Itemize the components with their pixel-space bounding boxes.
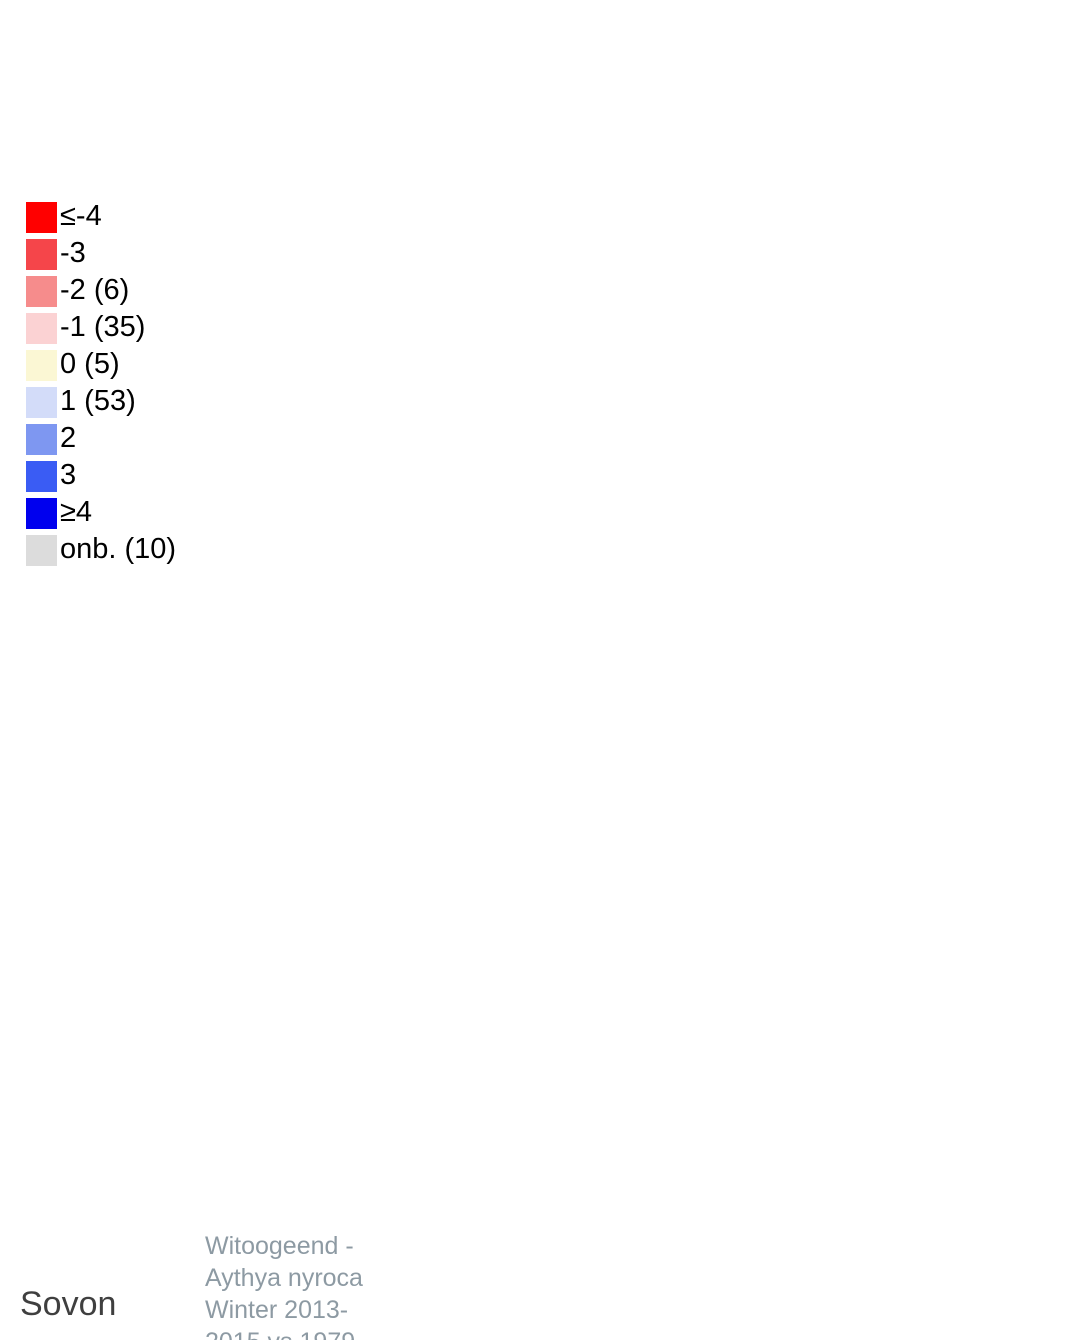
svg-text:Sovon: Sovon bbox=[20, 1285, 116, 1323]
